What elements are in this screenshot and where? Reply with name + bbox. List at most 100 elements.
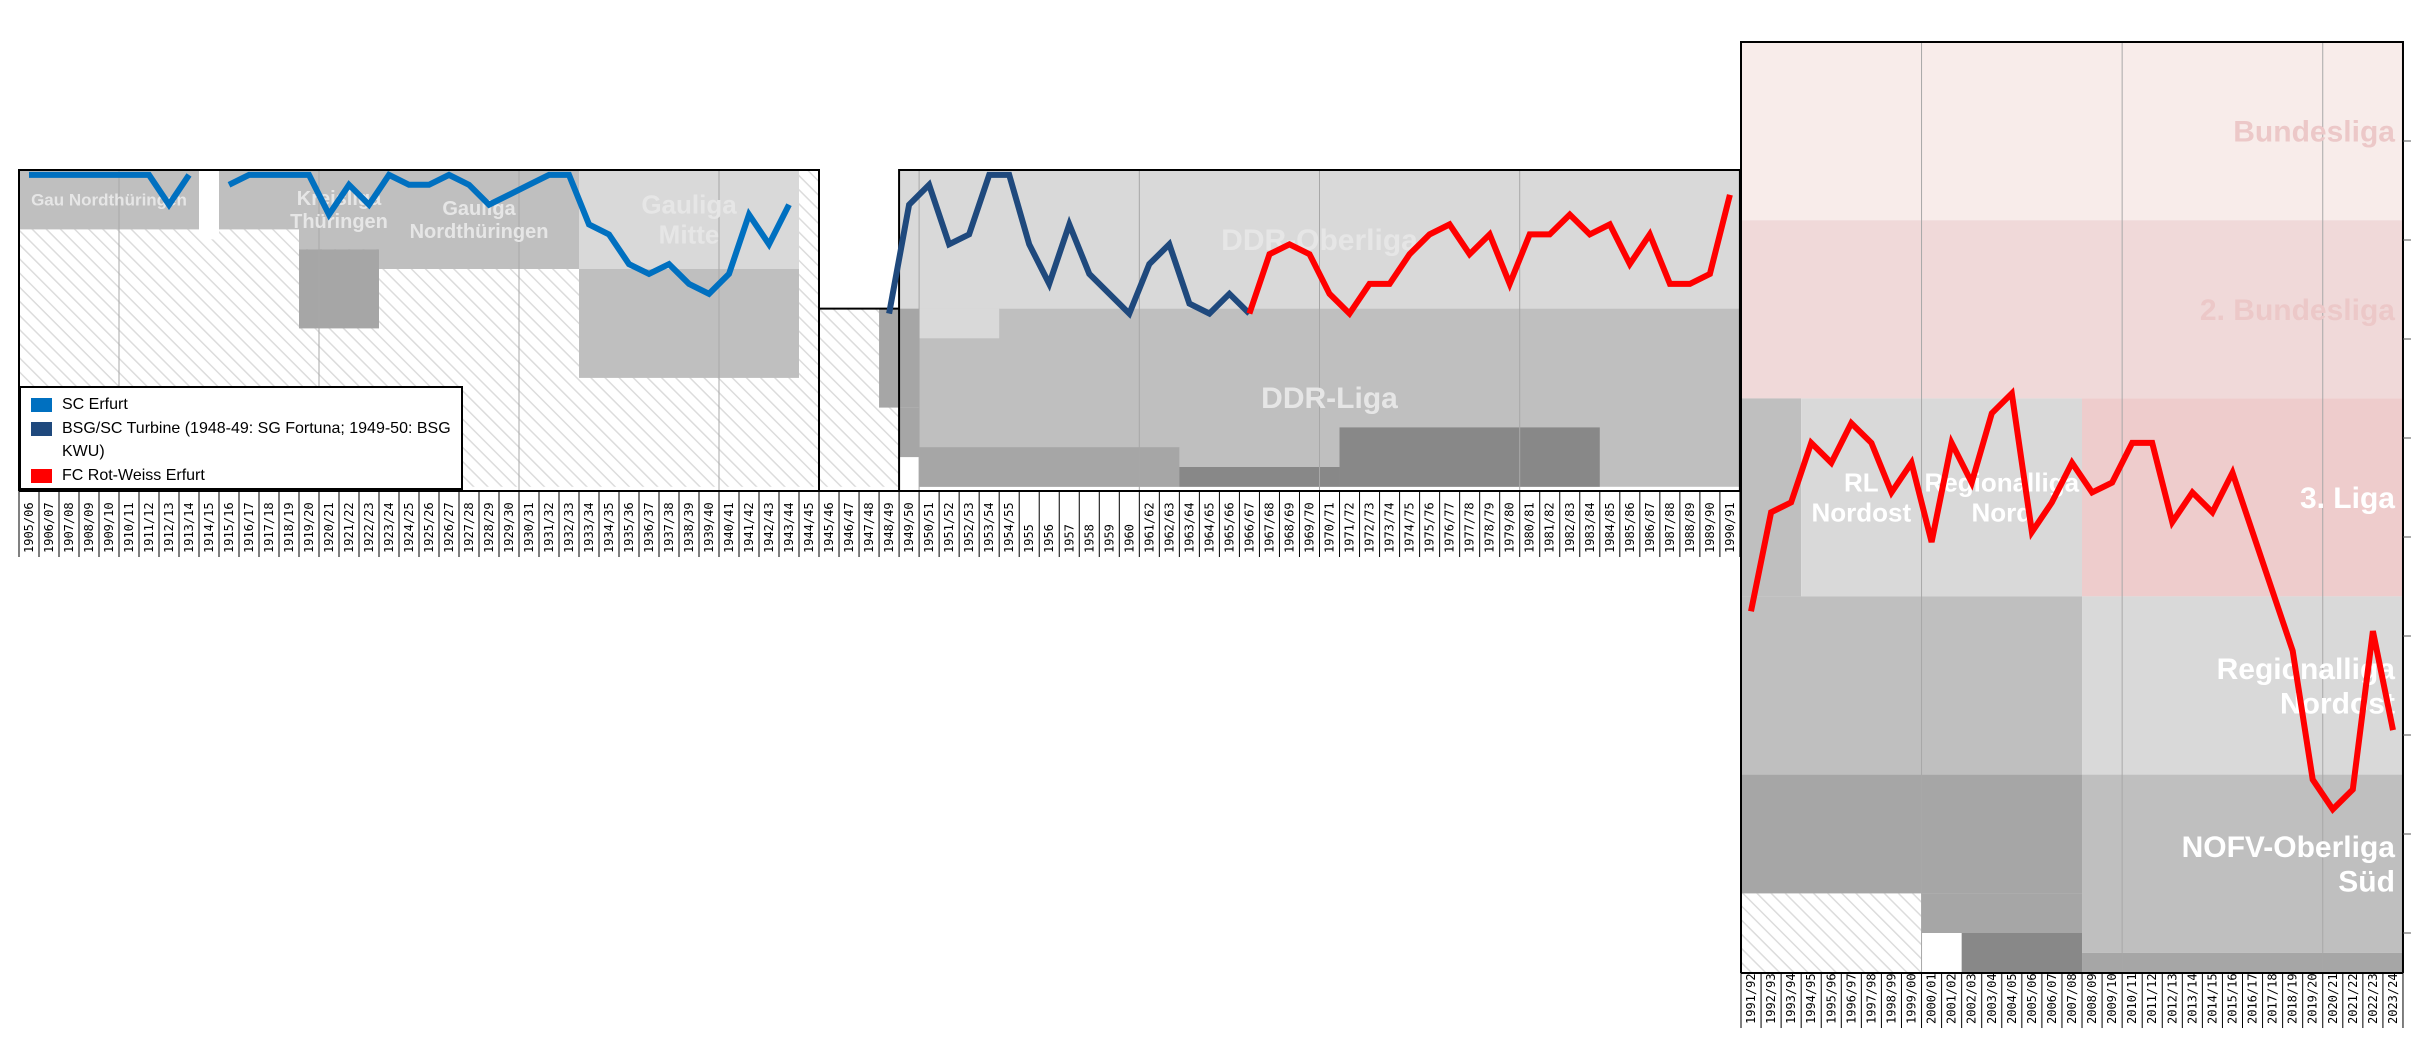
season-tick-label: 1954/55: [1002, 502, 1016, 553]
season-tick-label: 1910/11: [122, 502, 136, 553]
season-tick-label: 1977/78: [1463, 502, 1477, 553]
season-tick-label: 1943/44: [782, 502, 796, 553]
season-tick-label: 1911/12: [142, 502, 156, 553]
season-tick-label: 1936/37: [642, 502, 656, 553]
season-tick-label: 1948/49: [882, 502, 896, 553]
season-tick-label: 1906/07: [42, 502, 56, 553]
season-tick-label: 1997/98: [1864, 973, 1878, 1024]
legend-item-sc-erfurt: SC Erfurt: [31, 393, 451, 416]
season-tick-label: 1983/84: [1583, 502, 1597, 553]
league-label: DDR-Oberliga: [1221, 224, 1418, 257]
league-band: [919, 308, 1000, 339]
season-tick-label: 2010/11: [2125, 973, 2139, 1024]
season-tick-label: 1972/73: [1363, 502, 1377, 553]
league-band: [1741, 42, 2403, 221]
season-tick-label: 1958: [1082, 524, 1096, 553]
season-tick-label: 2016/17: [2246, 973, 2260, 1024]
season-tick-label: 1927/28: [462, 502, 476, 553]
season-tick-label: 2014/15: [2205, 973, 2219, 1024]
season-tick-label: 1934/35: [602, 502, 616, 553]
league-label: Gauliga: [442, 198, 516, 220]
league-label: RL: [1844, 468, 1879, 498]
season-tick-label: 1993/94: [1784, 973, 1798, 1024]
season-tick-label: 1930/31: [522, 502, 536, 553]
season-tick-label: 1990/91: [1723, 502, 1737, 553]
legend-label: FC Rot-Weiss Erfurt: [62, 467, 205, 484]
season-tick-label: 1917/18: [262, 502, 276, 553]
season-tick-label: 1994/95: [1804, 973, 1818, 1024]
legend-label: SC Erfurt: [62, 396, 128, 413]
season-tick-label: 1912/13: [162, 502, 176, 553]
season-tick-label: 1935/36: [622, 502, 636, 553]
season-tick-label: 1931/32: [542, 502, 556, 553]
season-tick-label: 1908/09: [82, 502, 96, 553]
league-label: Nordthüringen: [410, 221, 549, 243]
season-tick-label: 1996/97: [1844, 973, 1858, 1024]
legend: SC Erfurt BSG/SC Turbine (1948-49: SG Fo…: [19, 386, 463, 490]
league-band: [2082, 774, 2403, 953]
league-band: [899, 407, 920, 458]
season-tick-label: 1907/08: [62, 502, 76, 553]
season-tick-label: 1973/74: [1383, 502, 1397, 553]
season-tick-label: 1971/72: [1343, 502, 1357, 553]
season-tick-label: 1929/30: [502, 502, 516, 553]
season-tick-label: 1916/17: [242, 502, 256, 553]
season-tick-label: 1953/54: [982, 502, 996, 553]
season-tick-label: 1984/85: [1603, 502, 1617, 553]
season-tick-label: 1992/93: [1764, 973, 1778, 1024]
season-tick-label: 1979/80: [1503, 502, 1517, 553]
panel-1: Gau Nordthüringen KreisligaThüringenGauli…: [18, 169, 820, 557]
panel-2: DDR-Oberliga DDR-Liga 1945/46 1946/47 1947/4…: [818, 169, 1741, 557]
hatched-area: [1741, 893, 1922, 973]
league-band: [1339, 427, 1600, 487]
league-band: [1921, 893, 2083, 933]
season-tick-label: 2015/16: [2225, 973, 2239, 1024]
legend-swatch: [31, 398, 52, 412]
legend-item-rot-weiss: FC Rot-Weiss Erfurt: [31, 464, 451, 487]
legend-label: BSG/SC Turbine (1948-49: SG Fortuna; 194…: [62, 420, 451, 460]
league-band: [199, 170, 219, 240]
season-tick-label: 1926/27: [442, 502, 456, 553]
season-tick-label: 2004/05: [2005, 973, 2019, 1024]
season-tick-label: 1928/29: [482, 502, 496, 553]
season-tick-label: 1970/71: [1323, 502, 1337, 553]
league-label: Mitte: [659, 220, 720, 250]
season-tick-label: 1965/66: [1222, 502, 1236, 553]
season-tick-label: 2007/08: [2065, 973, 2079, 1024]
season-tick-label: 1976/77: [1443, 502, 1457, 553]
season-tick-label: 1905/06: [22, 502, 36, 553]
season-tick-label: 1946/47: [842, 502, 856, 553]
season-tick-label: 1914/15: [202, 502, 216, 553]
season-tick-label: 1956: [1042, 524, 1056, 553]
season-tick-label: 1998/99: [1884, 973, 1898, 1024]
season-tick-label: 2013/14: [2185, 973, 2199, 1024]
season-tick-label: 2023/24: [2386, 973, 2400, 1024]
season-tick-label: 1985/86: [1623, 502, 1637, 553]
season-tick-label: 1981/82: [1543, 502, 1557, 553]
panel-border: [898, 169, 1741, 491]
season-tick-label: 1967/68: [1262, 502, 1276, 553]
season-tick-label: 1957: [1062, 524, 1076, 553]
season-tick-label: 1991/92: [1744, 973, 1758, 1024]
season-tick-label: 1924/25: [402, 502, 416, 553]
season-tick-label: 1944/45: [802, 502, 816, 553]
season-tick-label: 2011/12: [2145, 973, 2159, 1024]
season-tick-label: 2021/22: [2346, 973, 2360, 1024]
season-tick-label: 2003/04: [1985, 973, 1999, 1024]
season-tick-label: 1959: [1102, 524, 1116, 553]
season-tick-label: 2009/10: [2105, 973, 2119, 1024]
season-tick-label: 1932/33: [562, 502, 576, 553]
season-tick-label: 1980/81: [1523, 502, 1537, 553]
league-label: Nord: [1971, 497, 2032, 527]
season-tick-label: 1964/65: [1202, 502, 1216, 553]
league-band: [1179, 467, 1340, 487]
season-tick-label: 2017/18: [2266, 973, 2280, 1024]
season-tick-label: 1986/87: [1643, 502, 1657, 553]
season-tick-label: 1995/96: [1824, 973, 1838, 1024]
season-tick-label: 1913/14: [182, 502, 196, 553]
league-band: [579, 170, 799, 269]
league-label: DDR-Liga: [1261, 382, 1398, 415]
season-tick-label: 2020/21: [2326, 973, 2340, 1024]
